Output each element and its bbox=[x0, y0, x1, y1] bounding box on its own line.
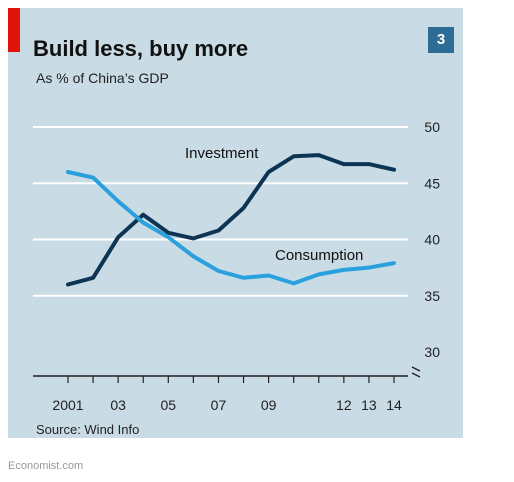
axis-break-marker bbox=[411, 366, 421, 378]
axes: 30 35 40 45 50 2001 03 05 07 09 12 13 14 bbox=[33, 119, 440, 413]
gridlines bbox=[33, 126, 408, 297]
chart-subtitle: As % of China’s GDP bbox=[36, 70, 169, 86]
brand-red-tag bbox=[8, 8, 20, 52]
x-tick-label-13: 13 bbox=[361, 397, 377, 413]
x-tick-label-09: 09 bbox=[261, 397, 277, 413]
chart-panel bbox=[8, 8, 463, 438]
chart-number-badge: 3 bbox=[428, 27, 454, 53]
series-label-consumption: Consumption bbox=[275, 247, 363, 264]
x-tick-label-12: 12 bbox=[336, 397, 352, 413]
publisher-credit: Economist.com bbox=[8, 460, 84, 472]
y-tick-label-40: 40 bbox=[424, 232, 440, 248]
y-tick-label-50: 50 bbox=[424, 119, 440, 135]
y-tick-label-35: 35 bbox=[424, 288, 440, 304]
series-lines bbox=[66, 153, 396, 287]
y-tick-label-30: 30 bbox=[424, 344, 440, 360]
chart-title: Build less, buy more bbox=[33, 36, 249, 61]
source-note: Source: Wind Info bbox=[36, 422, 140, 437]
x-tick-label-07: 07 bbox=[211, 397, 227, 413]
x-tick-label-03: 03 bbox=[110, 397, 126, 413]
series-line-investment bbox=[66, 153, 396, 287]
series-label-investment: Investment bbox=[185, 145, 259, 162]
x-tick-label-2001: 2001 bbox=[52, 397, 83, 413]
x-tick-label-14: 14 bbox=[386, 397, 402, 413]
series-line-consumption bbox=[66, 170, 396, 286]
series-labels: Investment Consumption bbox=[185, 145, 363, 264]
y-tick-label-45: 45 bbox=[424, 175, 440, 191]
x-tick-label-05: 05 bbox=[161, 397, 177, 413]
